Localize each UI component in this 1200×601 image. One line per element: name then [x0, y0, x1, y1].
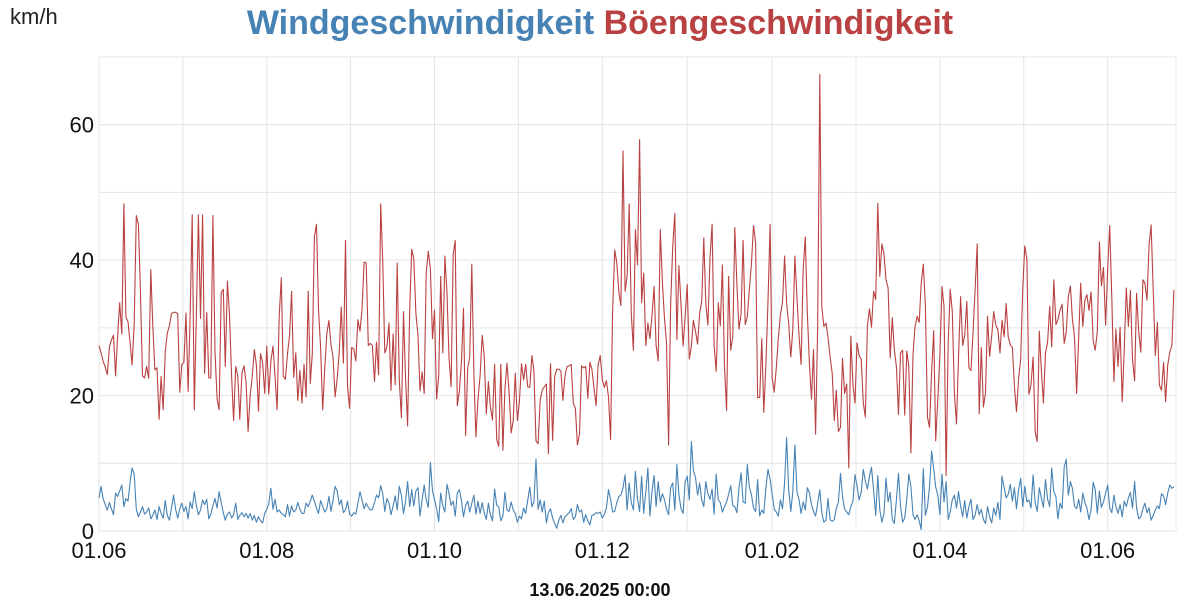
- chart-title: Windgeschwindigkeit Böengeschwindigkeit: [0, 4, 1200, 43]
- plot-frame: [98, 56, 1177, 532]
- x-tick-label: 01.04: [912, 538, 967, 563]
- y-axis-unit-label: km/h: [10, 4, 58, 29]
- chart-grid: [98, 56, 1177, 532]
- x-tick-label: 01.06: [1080, 538, 1135, 563]
- x-tick-label: 01.08: [239, 538, 294, 563]
- y-tick-label: 0: [82, 519, 94, 544]
- legend-wind-label: Windgeschwindigkeit: [246, 4, 595, 42]
- x-tick-label: 01.02: [745, 538, 800, 563]
- wind-speed-series-line: [98, 437, 1175, 531]
- footer-date: 13.06.2025 00:00: [529, 580, 671, 600]
- x-tick-label: 01.06: [71, 538, 126, 563]
- y-tick-label: 60: [70, 113, 94, 138]
- y-tick-label: 20: [70, 384, 94, 409]
- chart-series: [98, 74, 1175, 531]
- y-tick-label: 40: [70, 248, 94, 273]
- x-axis-labels: 01.06 01.08 01.10 01.12 01.02 01.04 01.06: [71, 538, 1135, 563]
- y-axis-labels: 0 20 40 60: [70, 113, 94, 544]
- x-tick-label: 01.12: [575, 538, 630, 563]
- gust-speed-series-line: [98, 74, 1175, 477]
- x-tick-label: 01.10: [407, 538, 462, 563]
- legend-gust-label: Böengeschwindigkeit: [603, 4, 954, 42]
